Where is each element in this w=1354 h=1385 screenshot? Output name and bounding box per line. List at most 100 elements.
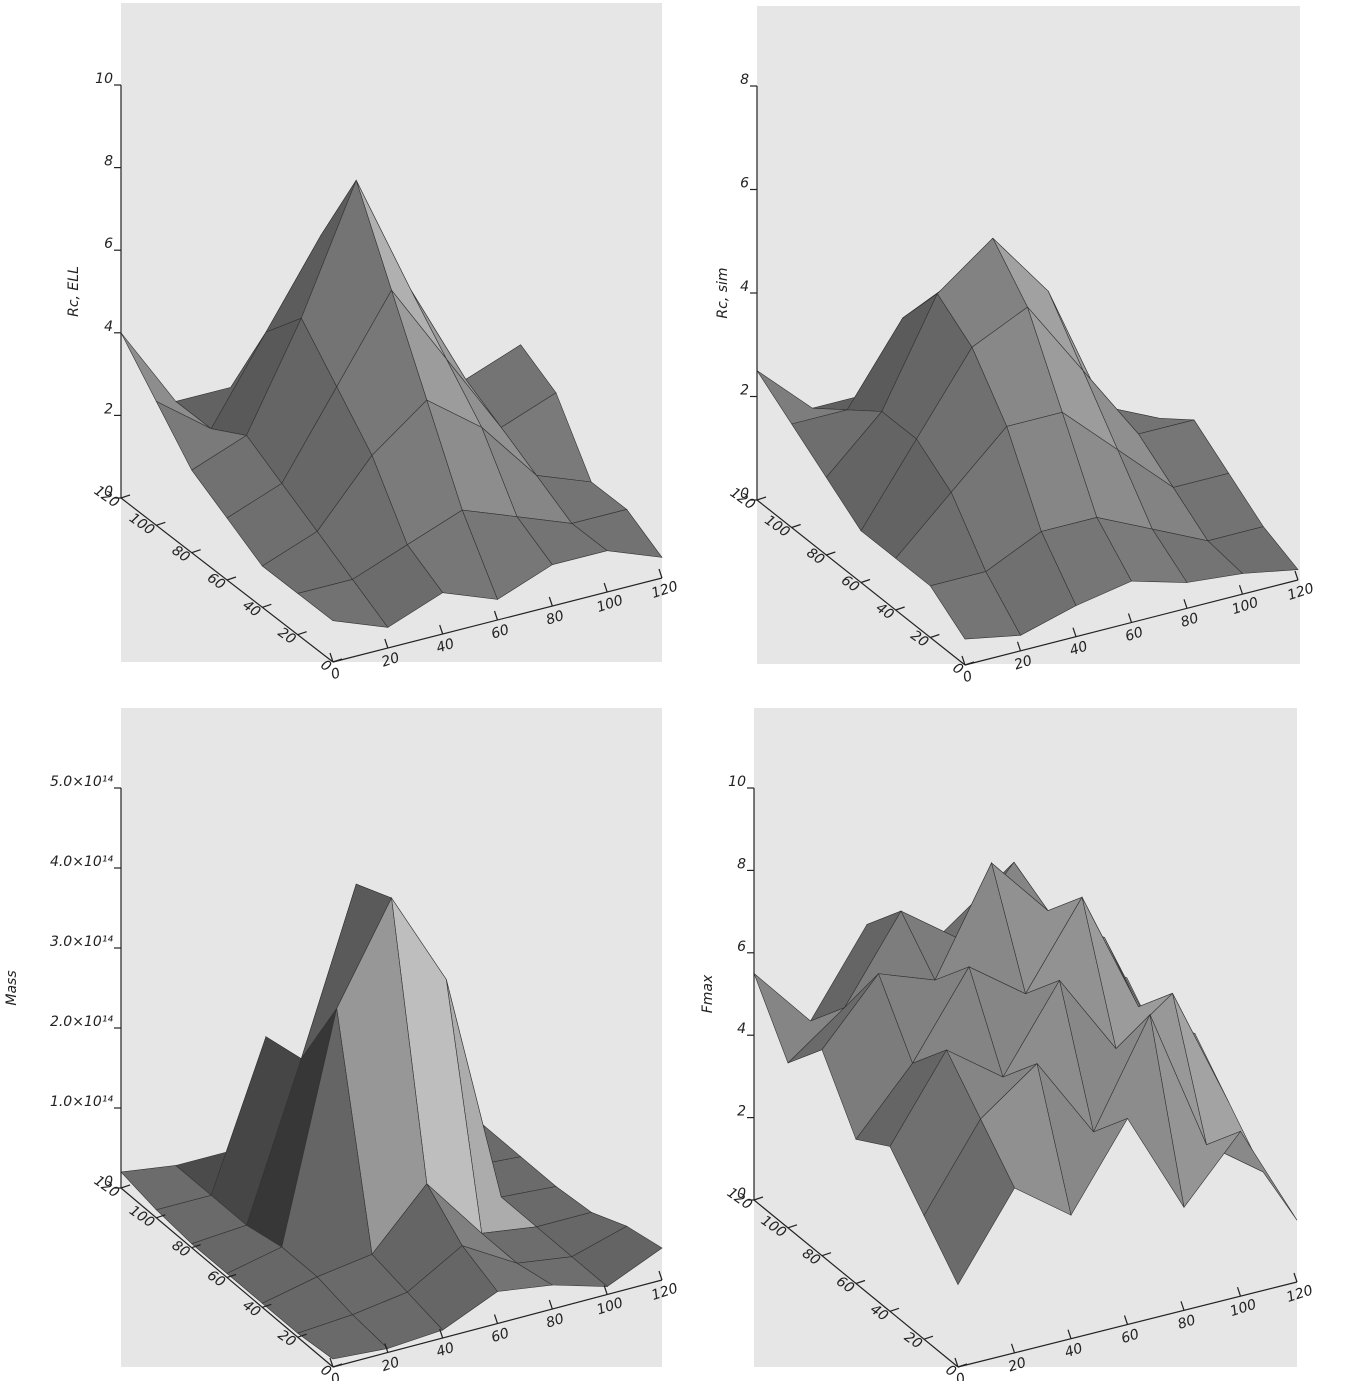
z-tick-label: 0 [104,484,113,500]
surface-patch [929,571,1021,640]
z-tick-label: 2.0×10¹⁴ [50,1014,113,1030]
x-tick [439,1328,444,1339]
y-tick [756,496,767,501]
x-tick-label: 0 [961,668,975,686]
y-tick [964,661,975,666]
y-tick [889,1307,900,1312]
z-tick-label: 8 [740,72,749,88]
y-tick [262,603,272,608]
y-tick [332,658,343,663]
x-tick-label: 40 [434,636,456,657]
x-tick-label: 40 [1068,638,1090,659]
z-tick-label: 6 [737,939,746,955]
y-tick [226,1273,237,1279]
z-tick-label: 6 [740,176,749,192]
x-tick-label: 20 [380,650,402,671]
x-tick-label: 80 [544,608,566,629]
x-tick-label: 100 [1228,1297,1258,1321]
x-tick-label: 100 [595,592,625,616]
x-tick [1127,613,1133,623]
x-tick [1016,641,1022,652]
panel: 02040608010012002040608010012001.0×10¹⁴2… [4,708,680,1385]
x-tick [493,610,499,621]
x-tick [1238,584,1244,595]
x-tick-label: 60 [489,622,511,643]
z-tick-label: 6 [104,236,113,252]
x-tick [603,1285,608,1295]
x-tick [1123,1315,1129,1325]
z-tick-label: 5.0×10¹⁴ [50,774,113,790]
x-tick-label: 120 [650,578,680,602]
x-tick-label: 120 [650,1280,680,1304]
z-tick-label: 10 [95,71,113,87]
x-tick-label: 20 [380,1354,402,1375]
z-tick-label: 1.0×10¹⁴ [50,1094,113,1110]
y-tick [923,1335,934,1340]
y-tick [156,1214,166,1219]
x-tick [439,624,444,635]
y-tick [297,1333,307,1338]
z-tick-label: 4 [104,319,113,335]
panel: 0204060801001200204060801001200246810Fma… [700,708,1315,1385]
x-tick-label: 80 [1179,610,1201,631]
x-tick [384,1343,389,1353]
surface-patch [297,579,389,628]
x-tick [1293,1272,1298,1283]
z-tick-label: 4.0×10¹⁴ [50,854,113,870]
y-tick [821,1252,832,1257]
x-tick-label: 80 [544,1311,566,1332]
y-tick [787,1224,798,1229]
x-tick [1183,599,1188,609]
y-tick [156,521,166,526]
z-axis-label: Rc, sim [715,267,731,318]
x-tick [1180,1301,1185,1311]
x-tick-label: 40 [1063,1340,1085,1361]
x-tick [1067,1329,1072,1339]
x-tick-label: 80 [1176,1312,1198,1333]
x-tick [658,1270,663,1281]
x-tick-label: 20 [1012,653,1034,674]
panel: 0204060801001200204060801001200246810Rc,… [66,3,680,683]
x-tick [954,1357,959,1368]
z-tick-label: 0 [104,1174,113,1190]
z-tick-label: 2 [740,383,749,399]
y-tick [855,1279,866,1285]
x-tick-label: 120 [1285,1282,1315,1306]
z-tick-label: 2 [737,1104,746,1120]
x-tick [603,582,608,593]
y-tick [226,576,237,581]
z-tick-label: 10 [728,774,746,790]
x-tick-label: 0 [954,1370,968,1381]
y-tick [191,1244,201,1249]
y-tick [191,549,201,554]
z-tick-label: 3.0×10¹⁴ [50,934,113,950]
surface-patch [297,1314,389,1360]
x-tick-label: 0 [329,1370,343,1381]
x-tick [1010,1343,1016,1354]
z-tick-label: 0 [740,486,749,502]
z-tick-label: 8 [104,154,113,170]
y-tick [791,523,801,529]
y-tick [930,633,940,639]
y-tick [262,1303,272,1308]
z-tick-label: 0 [737,1186,746,1202]
surface-patch [923,1118,1015,1286]
y-tick [895,606,905,611]
x-tick-label: 100 [595,1295,625,1319]
y-tick [860,578,871,584]
x-tick [1294,570,1299,581]
x-tick [548,1299,553,1310]
z-axis-label: Mass [4,970,20,1005]
z-axis-label: Rc, ELL [66,266,82,317]
x-tick-label: 40 [434,1340,456,1361]
x-tick [329,1357,334,1368]
x-tick [1236,1286,1242,1297]
z-tick-label: 4 [740,279,749,295]
x-tick-label: 60 [1119,1326,1141,1347]
x-tick [493,1314,499,1324]
y-tick [120,1184,131,1189]
x-tick-label: 100 [1230,595,1260,619]
z-tick-label: 2 [104,401,113,417]
x-tick [961,655,966,666]
